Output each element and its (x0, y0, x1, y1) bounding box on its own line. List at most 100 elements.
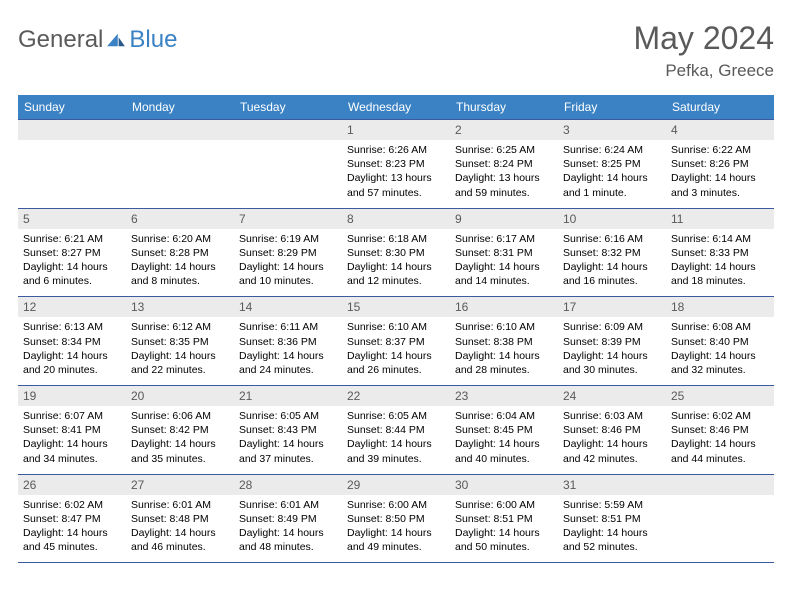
daylight: Daylight: 13 hours and 59 minutes. (455, 171, 553, 199)
day-info: Sunrise: 6:10 AMSunset: 8:37 PMDaylight:… (342, 317, 450, 385)
day-info: Sunrise: 6:12 AMSunset: 8:35 PMDaylight:… (126, 317, 234, 385)
sunrise: Sunrise: 6:26 AM (347, 143, 445, 157)
sunrise: Sunrise: 6:17 AM (455, 232, 553, 246)
day-number: 15 (342, 297, 450, 317)
day-info: Sunrise: 6:02 AMSunset: 8:46 PMDaylight:… (666, 406, 774, 474)
header-tuesday: Tuesday (234, 95, 342, 120)
sunrise: Sunrise: 6:08 AM (671, 320, 769, 334)
day-number (18, 120, 126, 140)
day-number: 2 (450, 120, 558, 140)
sunrise: Sunrise: 6:14 AM (671, 232, 769, 246)
sunset: Sunset: 8:40 PM (671, 335, 769, 349)
calendar-cell: 29Sunrise: 6:00 AMSunset: 8:50 PMDayligh… (342, 474, 450, 563)
day-info: Sunrise: 6:17 AMSunset: 8:31 PMDaylight:… (450, 229, 558, 297)
daylight: Daylight: 14 hours and 26 minutes. (347, 349, 445, 377)
daylight: Daylight: 13 hours and 57 minutes. (347, 171, 445, 199)
daylight: Daylight: 14 hours and 52 minutes. (563, 526, 661, 554)
daylight: Daylight: 14 hours and 10 minutes. (239, 260, 337, 288)
sunset: Sunset: 8:23 PM (347, 157, 445, 171)
day-info: Sunrise: 6:11 AMSunset: 8:36 PMDaylight:… (234, 317, 342, 385)
sunset: Sunset: 8:44 PM (347, 423, 445, 437)
sunrise: Sunrise: 6:00 AM (347, 498, 445, 512)
daylight: Daylight: 14 hours and 44 minutes. (671, 437, 769, 465)
calendar-cell: 30Sunrise: 6:00 AMSunset: 8:51 PMDayligh… (450, 474, 558, 563)
sunset: Sunset: 8:24 PM (455, 157, 553, 171)
header-saturday: Saturday (666, 95, 774, 120)
calendar-header-row: Sunday Monday Tuesday Wednesday Thursday… (18, 95, 774, 120)
sunset: Sunset: 8:47 PM (23, 512, 121, 526)
day-number: 13 (126, 297, 234, 317)
day-number: 11 (666, 209, 774, 229)
day-number: 19 (18, 386, 126, 406)
calendar-table: Sunday Monday Tuesday Wednesday Thursday… (18, 95, 774, 563)
day-info: Sunrise: 6:21 AMSunset: 8:27 PMDaylight:… (18, 229, 126, 297)
day-number: 18 (666, 297, 774, 317)
day-info: Sunrise: 6:09 AMSunset: 8:39 PMDaylight:… (558, 317, 666, 385)
daylight: Daylight: 14 hours and 1 minute. (563, 171, 661, 199)
day-info: Sunrise: 6:05 AMSunset: 8:44 PMDaylight:… (342, 406, 450, 474)
sunset: Sunset: 8:32 PM (563, 246, 661, 260)
day-info: Sunrise: 6:01 AMSunset: 8:48 PMDaylight:… (126, 495, 234, 563)
logo: General Blue (18, 20, 177, 54)
daylight: Daylight: 14 hours and 12 minutes. (347, 260, 445, 288)
daylight: Daylight: 14 hours and 18 minutes. (671, 260, 769, 288)
day-info: Sunrise: 6:26 AMSunset: 8:23 PMDaylight:… (342, 140, 450, 208)
day-info: Sunrise: 6:18 AMSunset: 8:30 PMDaylight:… (342, 229, 450, 297)
calendar-cell: 9Sunrise: 6:17 AMSunset: 8:31 PMDaylight… (450, 208, 558, 297)
header-thursday: Thursday (450, 95, 558, 120)
day-info: Sunrise: 6:06 AMSunset: 8:42 PMDaylight:… (126, 406, 234, 474)
sunrise: Sunrise: 6:13 AM (23, 320, 121, 334)
day-info: Sunrise: 6:02 AMSunset: 8:47 PMDaylight:… (18, 495, 126, 563)
daylight: Daylight: 14 hours and 50 minutes. (455, 526, 553, 554)
header-monday: Monday (126, 95, 234, 120)
calendar-cell: 23Sunrise: 6:04 AMSunset: 8:45 PMDayligh… (450, 386, 558, 475)
day-number: 17 (558, 297, 666, 317)
header-sunday: Sunday (18, 95, 126, 120)
day-number (666, 475, 774, 495)
day-number: 29 (342, 475, 450, 495)
daylight: Daylight: 14 hours and 6 minutes. (23, 260, 121, 288)
daylight: Daylight: 14 hours and 49 minutes. (347, 526, 445, 554)
day-number: 12 (18, 297, 126, 317)
sunrise: Sunrise: 6:03 AM (563, 409, 661, 423)
logo-sail-icon (105, 32, 127, 48)
calendar-week: 5Sunrise: 6:21 AMSunset: 8:27 PMDaylight… (18, 208, 774, 297)
day-info: Sunrise: 6:00 AMSunset: 8:50 PMDaylight:… (342, 495, 450, 563)
daylight: Daylight: 14 hours and 16 minutes. (563, 260, 661, 288)
daylight: Daylight: 14 hours and 37 minutes. (239, 437, 337, 465)
day-number: 26 (18, 475, 126, 495)
sunrise: Sunrise: 6:01 AM (131, 498, 229, 512)
daylight: Daylight: 14 hours and 32 minutes. (671, 349, 769, 377)
calendar-cell: 20Sunrise: 6:06 AMSunset: 8:42 PMDayligh… (126, 386, 234, 475)
month-title: May 2024 (633, 20, 774, 57)
sunrise: Sunrise: 6:12 AM (131, 320, 229, 334)
sunset: Sunset: 8:43 PM (239, 423, 337, 437)
daylight: Daylight: 14 hours and 14 minutes. (455, 260, 553, 288)
day-number: 16 (450, 297, 558, 317)
day-info: Sunrise: 6:22 AMSunset: 8:26 PMDaylight:… (666, 140, 774, 208)
header-friday: Friday (558, 95, 666, 120)
daylight: Daylight: 14 hours and 22 minutes. (131, 349, 229, 377)
day-number: 20 (126, 386, 234, 406)
calendar-cell: 16Sunrise: 6:10 AMSunset: 8:38 PMDayligh… (450, 297, 558, 386)
sunrise: Sunrise: 6:10 AM (455, 320, 553, 334)
sunrise: Sunrise: 6:20 AM (131, 232, 229, 246)
logo-text-general: General (18, 26, 103, 54)
sunrise: Sunrise: 6:18 AM (347, 232, 445, 246)
sunset: Sunset: 8:31 PM (455, 246, 553, 260)
day-number: 24 (558, 386, 666, 406)
sunrise: Sunrise: 5:59 AM (563, 498, 661, 512)
day-number: 30 (450, 475, 558, 495)
sunset: Sunset: 8:49 PM (239, 512, 337, 526)
day-number: 7 (234, 209, 342, 229)
sunrise: Sunrise: 6:24 AM (563, 143, 661, 157)
day-info: Sunrise: 6:07 AMSunset: 8:41 PMDaylight:… (18, 406, 126, 474)
calendar-cell: 22Sunrise: 6:05 AMSunset: 8:44 PMDayligh… (342, 386, 450, 475)
day-info (666, 495, 774, 553)
sunset: Sunset: 8:51 PM (455, 512, 553, 526)
sunrise: Sunrise: 6:06 AM (131, 409, 229, 423)
calendar-week: 26Sunrise: 6:02 AMSunset: 8:47 PMDayligh… (18, 474, 774, 563)
calendar-cell (126, 120, 234, 209)
sunrise: Sunrise: 6:09 AM (563, 320, 661, 334)
day-number: 28 (234, 475, 342, 495)
